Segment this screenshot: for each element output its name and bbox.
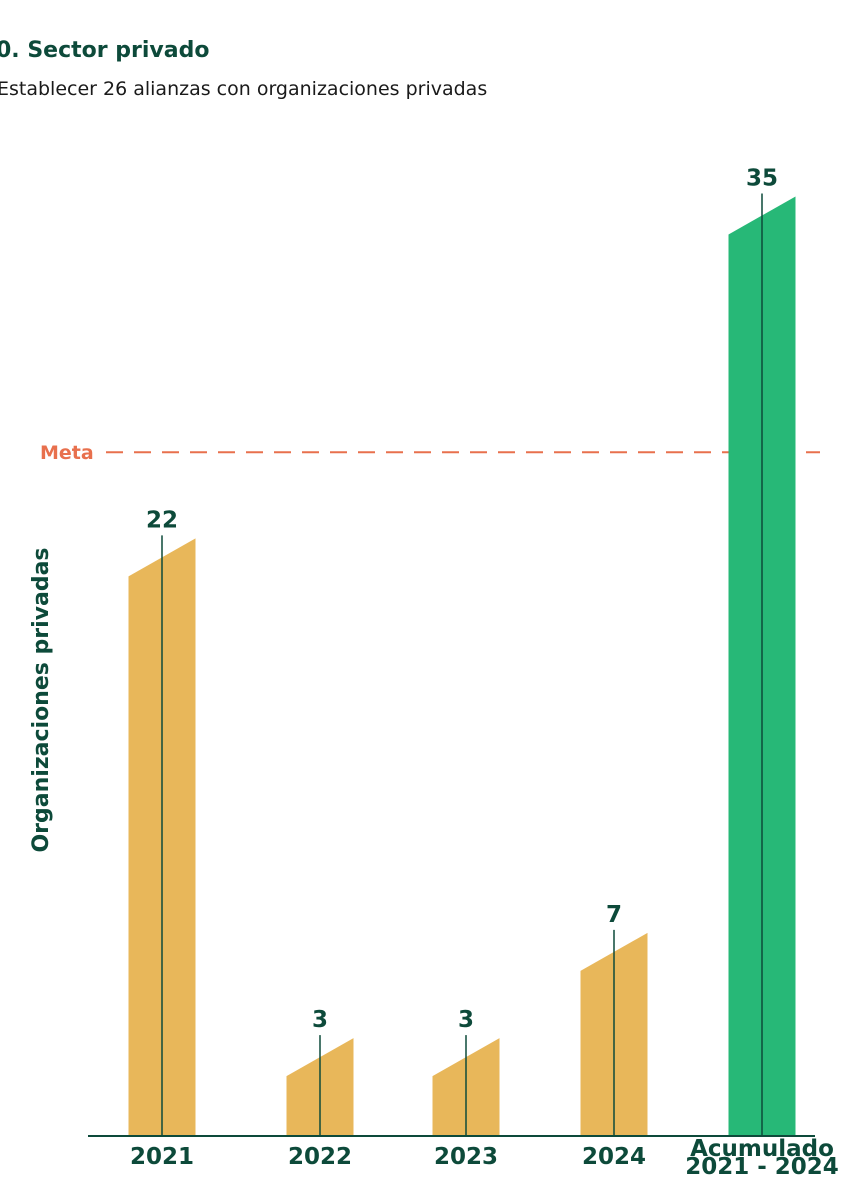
x-tick-label-2: 2022 — [288, 1144, 352, 1170]
bars: 22 3 3 7 35 — [129, 166, 796, 1137]
x-tick-label-5-line-2: 2021 - 2024 — [685, 1154, 839, 1177]
bar-value-label-1: 22 — [146, 507, 178, 533]
bar-value-label-2: 3 — [312, 1007, 328, 1033]
chart-title: 0. Sector privado — [0, 38, 209, 63]
y-axis-label: Organizaciones privadas — [29, 547, 54, 852]
bar-value-label-5: 35 — [746, 166, 778, 192]
x-tick-label-4: 2024 — [582, 1144, 646, 1170]
target-label: Meta — [40, 442, 94, 464]
target-group: Meta — [40, 442, 820, 464]
bar-value-label-4: 7 — [606, 902, 622, 928]
x-tick-label-1: 2021 — [130, 1144, 194, 1170]
bar-value-label-3: 3 — [458, 1007, 474, 1033]
chart-subtitle: Establecer 26 alianzas con organizacione… — [0, 78, 487, 100]
x-tick-label-3: 2023 — [434, 1144, 498, 1170]
